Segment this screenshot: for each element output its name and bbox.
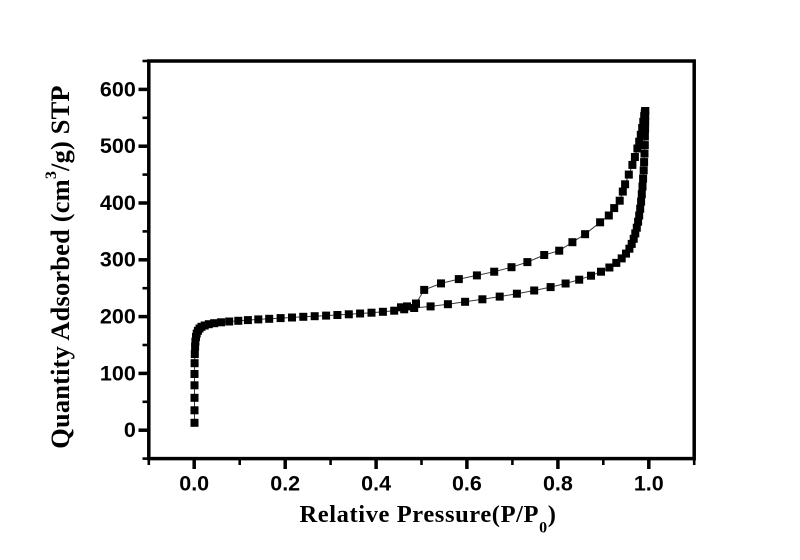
svg-text:100: 100 — [100, 361, 136, 385]
svg-text:400: 400 — [100, 191, 136, 215]
svg-text:0.4: 0.4 — [361, 471, 391, 495]
svg-text:0.6: 0.6 — [452, 471, 482, 495]
svg-text:0.8: 0.8 — [543, 471, 573, 495]
svg-text:0.2: 0.2 — [270, 471, 300, 495]
svg-text:0: 0 — [124, 418, 136, 442]
svg-text:500: 500 — [100, 134, 136, 158]
svg-text:1.0: 1.0 — [634, 471, 664, 495]
svg-text:0.0: 0.0 — [179, 471, 209, 495]
svg-text:600: 600 — [100, 77, 136, 101]
svg-text:Quantity Adsorbed (cm3/g) STP: Quantity Adsorbed (cm3/g) STP — [43, 85, 75, 449]
svg-text:200: 200 — [100, 305, 136, 329]
svg-text:300: 300 — [100, 248, 136, 272]
